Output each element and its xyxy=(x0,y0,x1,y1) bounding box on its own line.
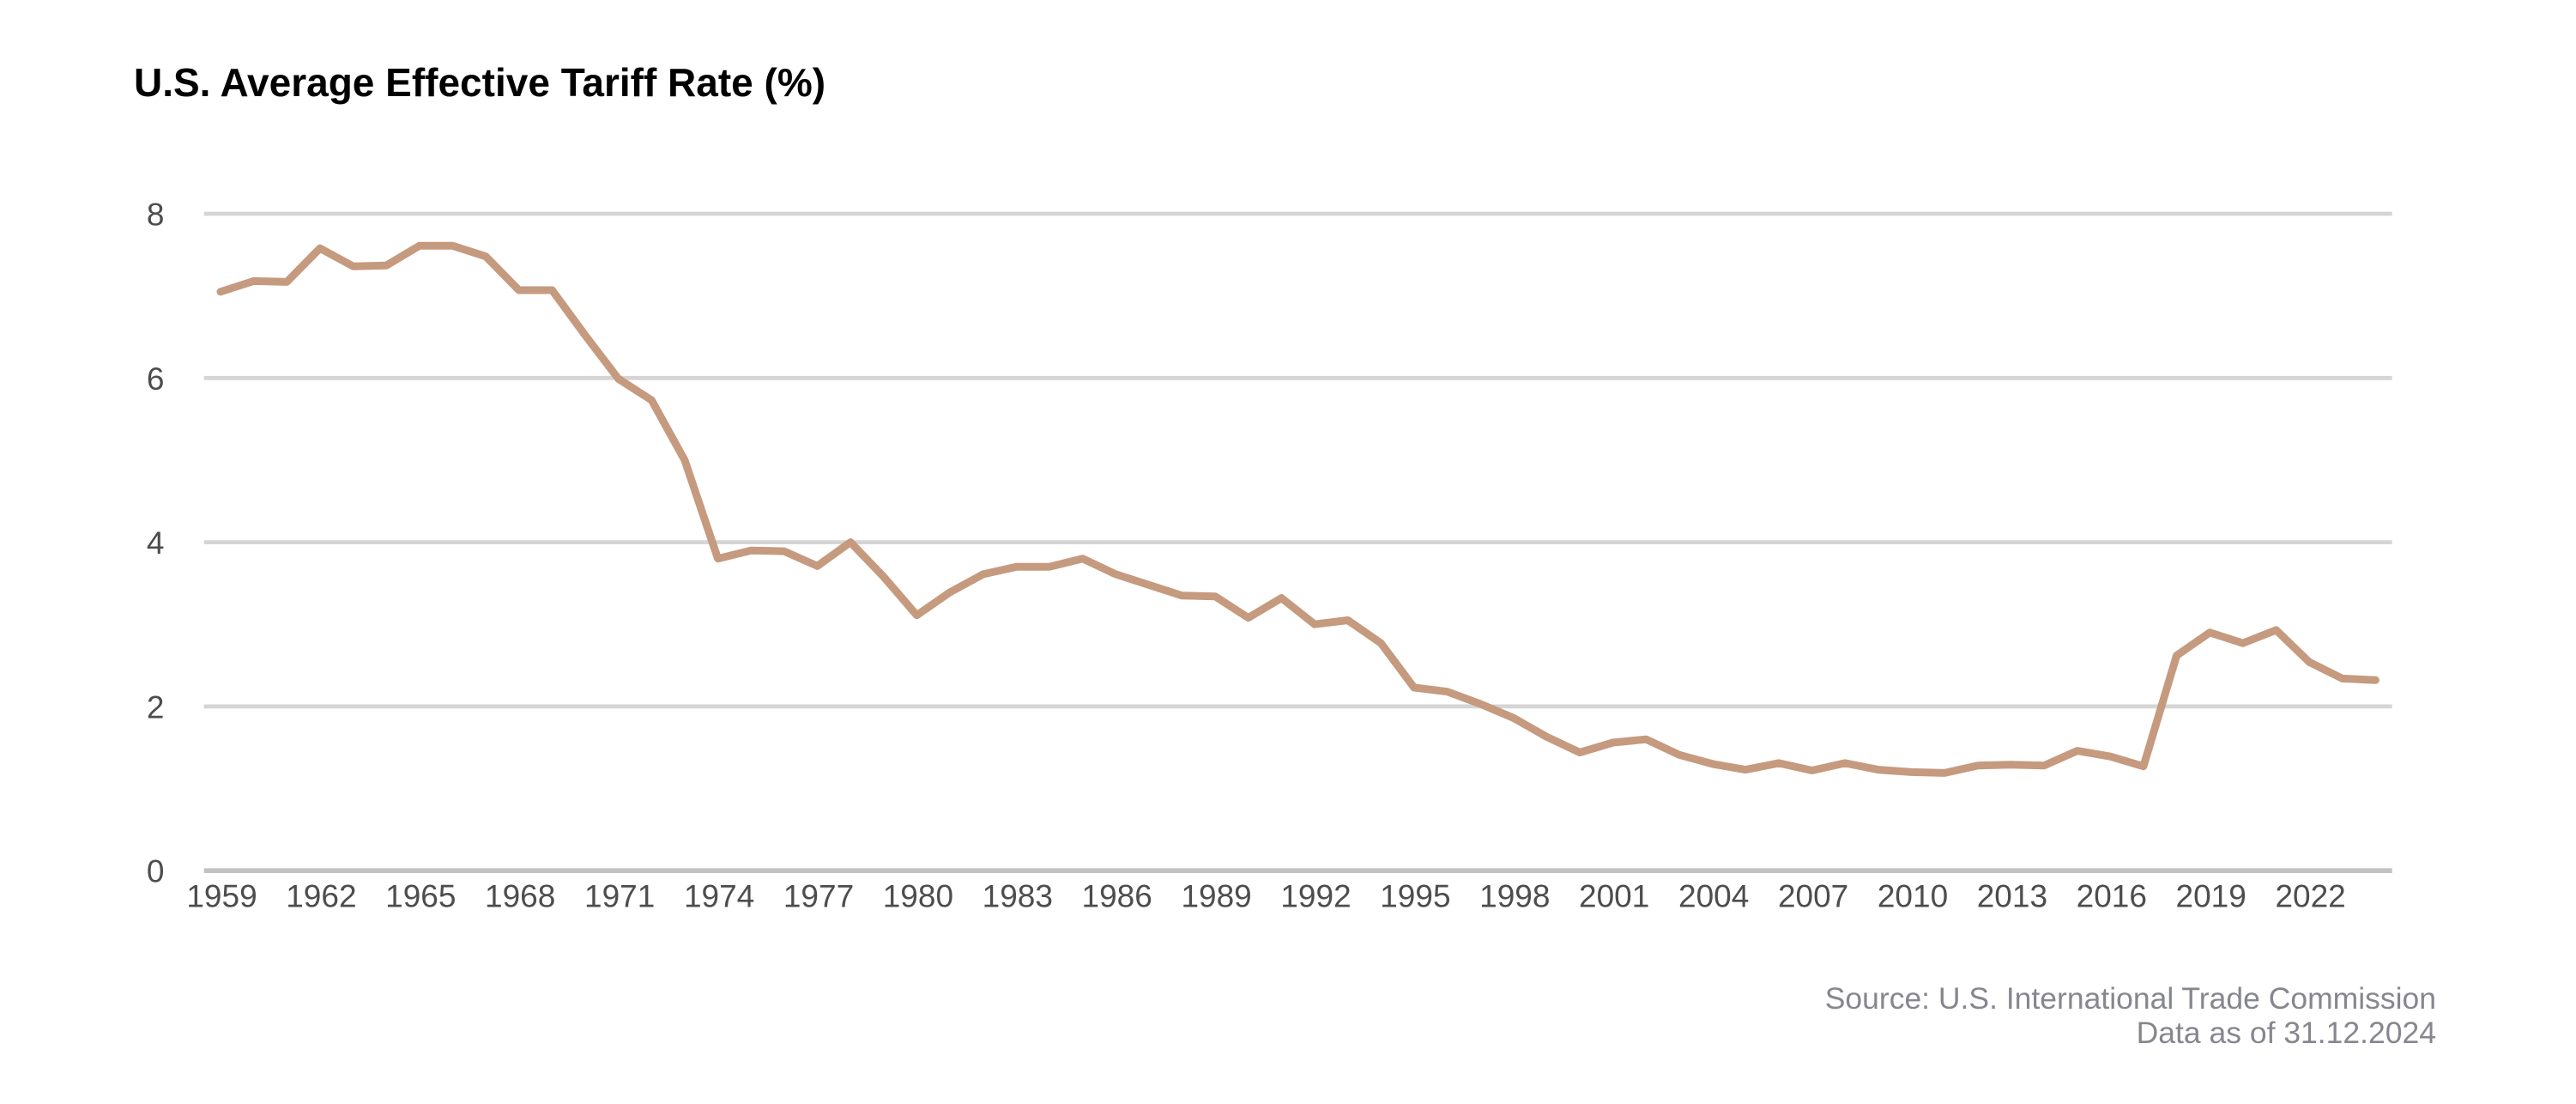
svg-text:1998: 1998 xyxy=(1479,879,1550,914)
svg-text:1971: 1971 xyxy=(584,879,655,914)
svg-text:8: 8 xyxy=(147,197,165,233)
svg-text:2016: 2016 xyxy=(2077,879,2147,914)
svg-text:0: 0 xyxy=(147,854,165,889)
svg-text:1980: 1980 xyxy=(883,879,953,914)
svg-text:2001: 2001 xyxy=(1579,879,1649,914)
svg-text:2: 2 xyxy=(147,689,165,725)
svg-text:2013: 2013 xyxy=(1977,879,2047,914)
svg-text:6: 6 xyxy=(147,361,165,397)
svg-text:2004: 2004 xyxy=(1678,879,1749,914)
svg-text:2022: 2022 xyxy=(2275,879,2345,914)
svg-text:1995: 1995 xyxy=(1380,879,1450,914)
svg-text:1983: 1983 xyxy=(983,879,1053,914)
svg-text:1965: 1965 xyxy=(385,879,456,914)
svg-text:4: 4 xyxy=(147,525,165,561)
svg-text:2007: 2007 xyxy=(1778,879,1848,914)
svg-text:1992: 1992 xyxy=(1280,879,1351,914)
svg-text:1977: 1977 xyxy=(783,879,854,914)
svg-text:1968: 1968 xyxy=(485,879,555,914)
svg-text:2019: 2019 xyxy=(2176,879,2246,914)
svg-text:1962: 1962 xyxy=(286,879,356,914)
svg-text:Source: U.S. International Tra: Source: U.S. International Trade Commiss… xyxy=(1825,981,2436,1016)
svg-text:1974: 1974 xyxy=(684,879,754,914)
svg-text:1989: 1989 xyxy=(1181,879,1251,914)
svg-text:1986: 1986 xyxy=(1082,879,1152,914)
svg-text:U.S. Average Effective Tariff: U.S. Average Effective Tariff Rate (%) xyxy=(134,60,825,105)
svg-text:Data as of 31.12.2024: Data as of 31.12.2024 xyxy=(2137,1016,2436,1050)
svg-text:1959: 1959 xyxy=(186,879,257,914)
svg-text:2010: 2010 xyxy=(1878,879,1948,914)
